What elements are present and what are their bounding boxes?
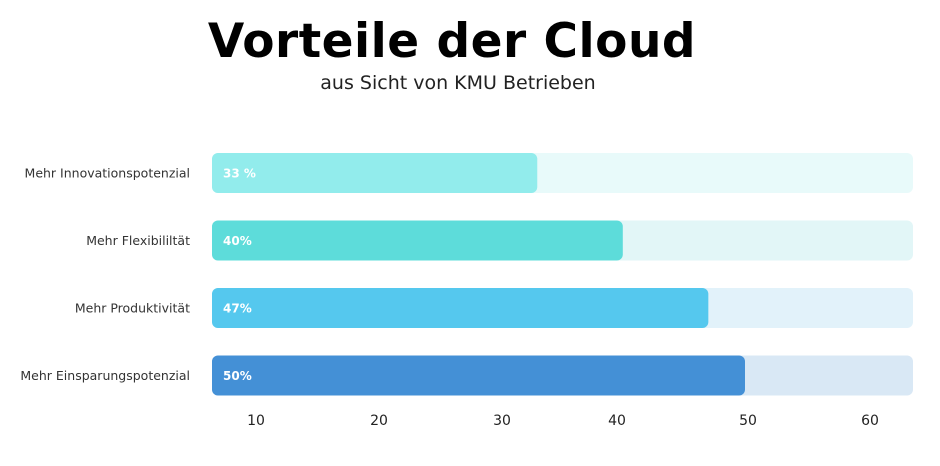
bar	[212, 288, 709, 328]
x-tick-label: 40	[608, 413, 626, 429]
data-label: 47%	[223, 302, 252, 316]
x-tick-label: 30	[493, 413, 511, 429]
x-tick-label: 20	[370, 413, 388, 429]
category-label: Mehr Einsparungspotenzial	[20, 368, 190, 383]
data-label: 50%	[223, 369, 252, 383]
x-tick-label: 10	[247, 413, 265, 429]
bar	[212, 220, 623, 261]
x-tick-label: 50	[739, 413, 757, 429]
chart-title: Vorteile der Cloud	[207, 14, 697, 69]
category-label: Mehr Innovationspotenzial	[25, 166, 190, 181]
category-label: Mehr Flexibililtät	[86, 233, 190, 248]
x-tick-label: 60	[861, 413, 879, 429]
chart-subtitle: aus Sicht von KMU Betrieben	[320, 72, 596, 94]
data-label: 33 %	[223, 167, 256, 181]
bar	[212, 153, 538, 193]
bar	[212, 355, 745, 396]
data-label: 40%	[223, 234, 252, 248]
category-label: Mehr Produktivität	[75, 301, 190, 316]
